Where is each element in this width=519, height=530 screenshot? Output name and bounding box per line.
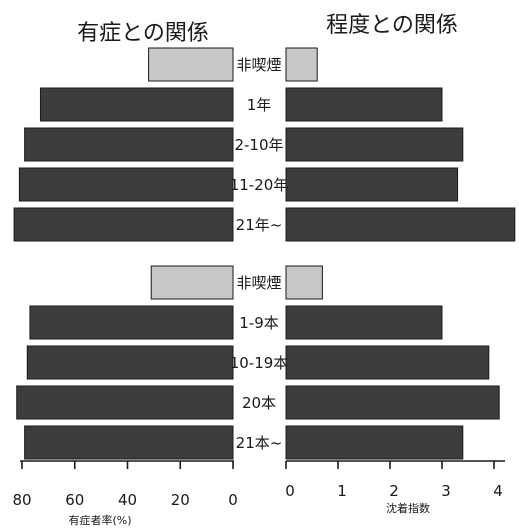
left-panel-title: 有症との関係 [77,21,209,46]
left-bar-1-1 [29,305,234,340]
left-bar-1-0 [150,265,234,300]
category-label-0-2: 2-10年 [234,136,283,154]
right-bar-1-3 [285,385,500,420]
left-tick-label-0: 80 [12,491,31,509]
left-bar-1-4 [24,425,234,460]
category-label-1-0: 非喫煙 [236,274,281,292]
right-tick-label-3: 3 [441,482,451,500]
left-bar-0-2 [24,127,234,162]
left-bar-0-1 [39,87,234,122]
left-x-axis-label: 有症者率(%) [68,513,131,527]
right-bar-0-0 [285,47,318,82]
category-label-1-2: 10-19本 [230,354,289,372]
right-bar-0-2 [285,127,464,162]
category-label-0-0: 非喫煙 [236,56,281,74]
right-bar-0-1 [285,87,443,122]
right-bar-1-0 [285,265,323,300]
left-bar-0-4 [13,207,234,242]
right-bar-1-2 [285,345,490,380]
right-panel-title: 程度との関係 [326,13,458,38]
right-bar-1-4 [285,425,464,460]
right-tick-label-1: 1 [337,482,347,500]
left-bar-1-3 [16,385,234,420]
category-label-0-4: 21年~ [236,216,283,234]
right-x-ticks: 0 1 2 3 4 [285,461,503,500]
category-label-1-4: 21本~ [236,434,283,452]
bars [13,47,516,460]
left-bar-0-0 [148,47,234,82]
right-bar-0-4 [285,207,516,242]
right-bar-0-3 [285,167,459,202]
left-tick-label-2: 40 [118,491,137,509]
left-bar-0-3 [18,167,234,202]
left-tick-label-4: 0 [228,491,238,509]
right-bar-1-1 [285,305,443,340]
right-tick-label-2: 2 [389,482,399,500]
category-labels: 非喫煙 1年 2-10年 11-20年 21年~ 非喫煙 1-9本 10-19本 20本 21本~ [230,56,289,452]
left-x-ticks: 80 60 40 20 0 [12,461,238,509]
left-tick-label-1: 60 [65,491,84,509]
right-x-axis-label: 沈着指数 [386,501,430,515]
right-tick-label-0: 0 [285,482,295,500]
left-tick-label-3: 20 [171,491,190,509]
category-label-0-3: 11-20年 [230,176,289,194]
category-label-1-3: 20本 [242,394,276,412]
category-label-0-1: 1年 [247,96,272,114]
category-label-1-1: 1-9本 [239,314,279,332]
right-tick-label-4: 4 [493,482,503,500]
left-bar-1-2 [26,345,234,380]
